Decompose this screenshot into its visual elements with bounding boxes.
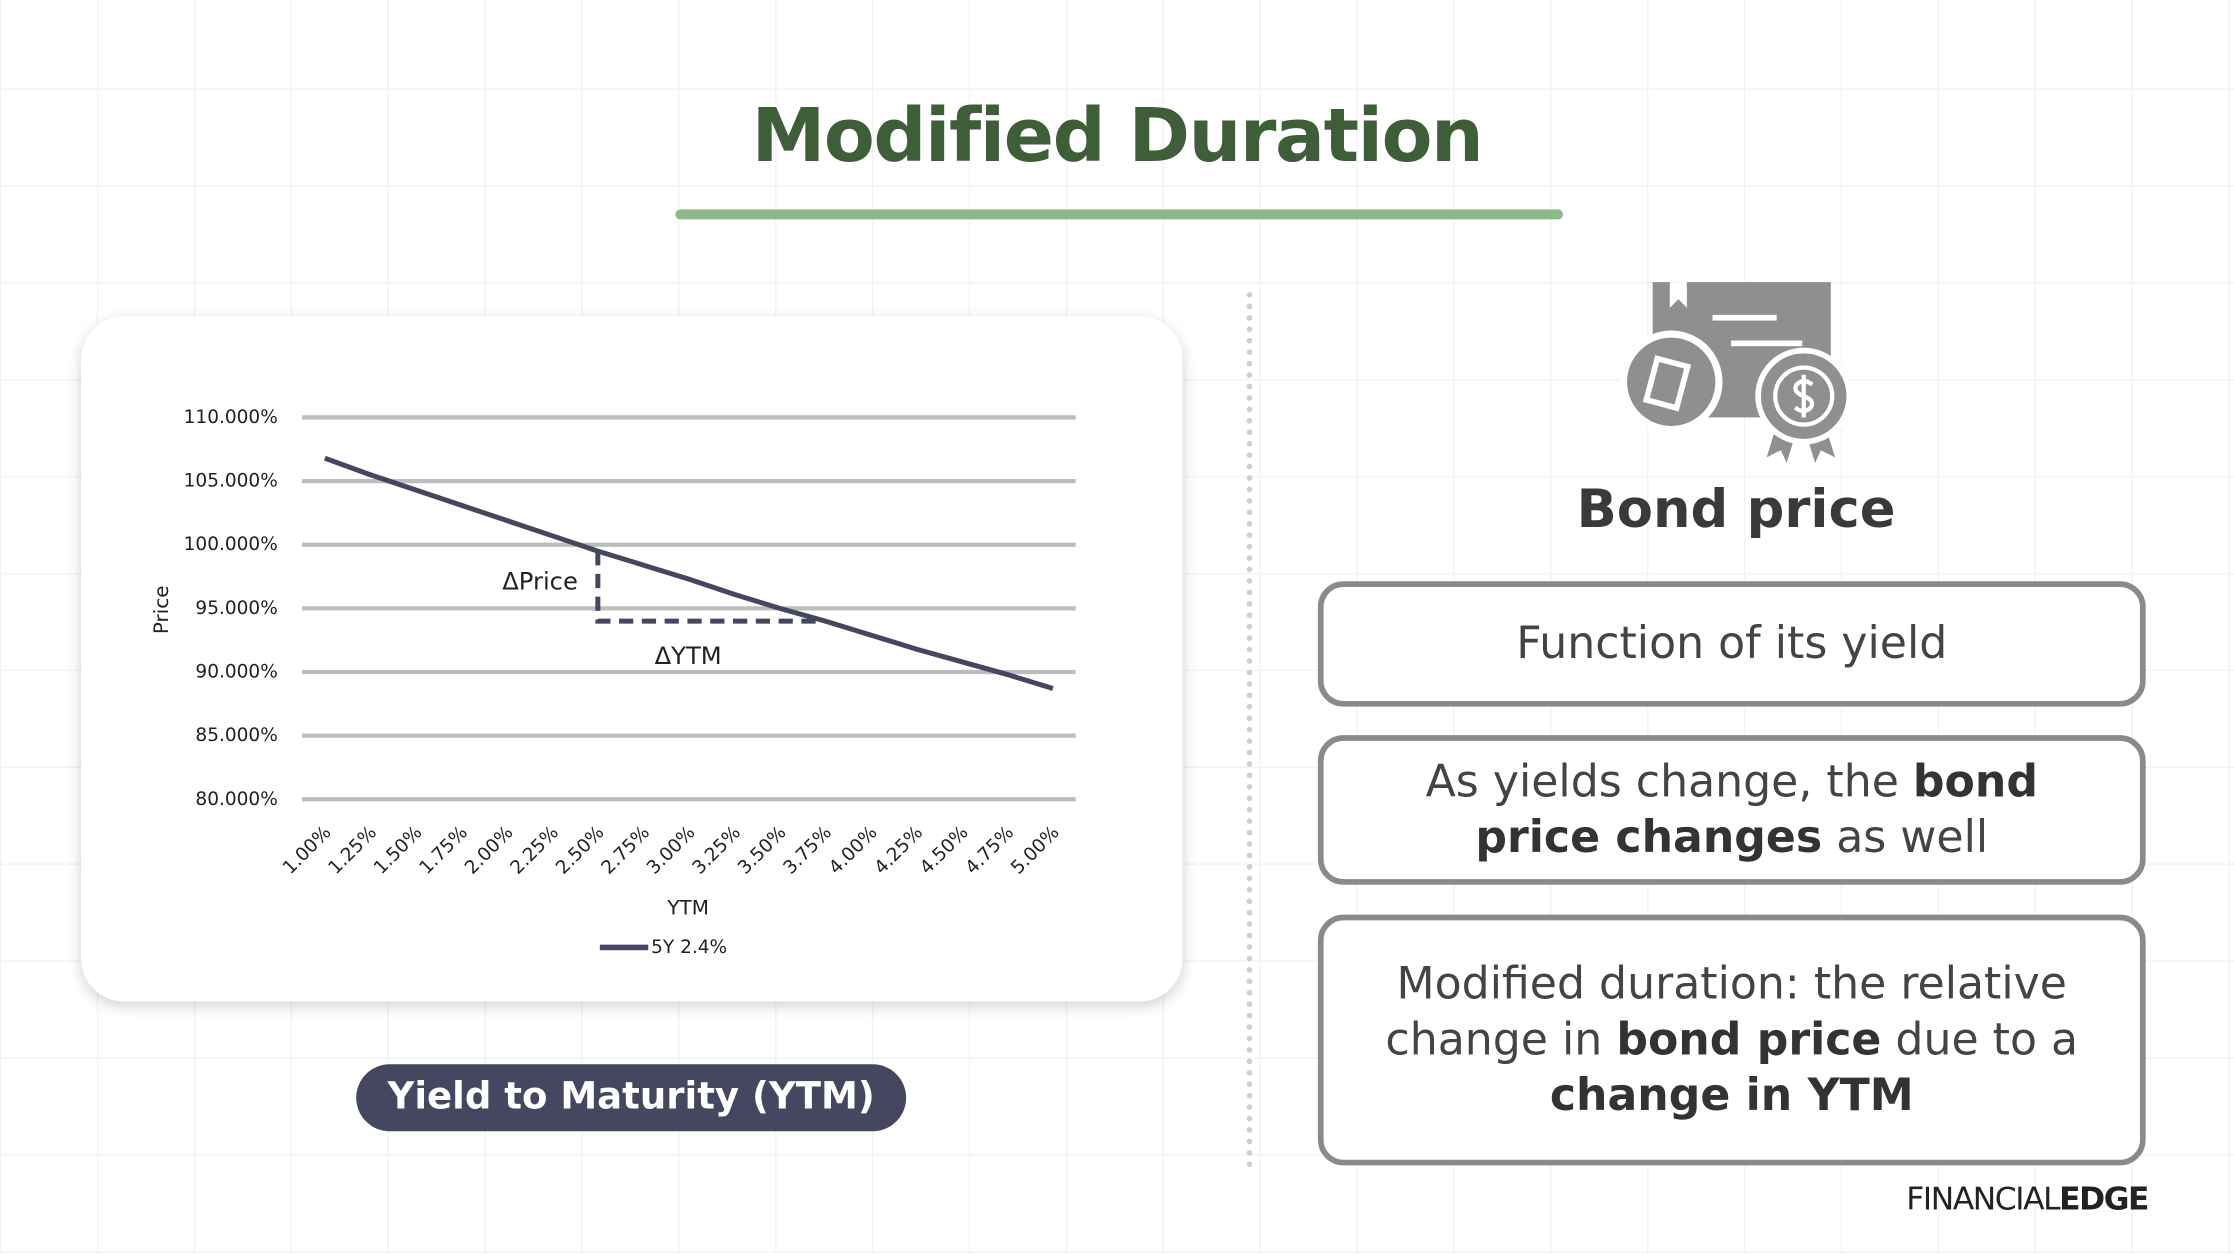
bold-text: bond price [1616, 1013, 1882, 1065]
y-tick-label: 110.000% [184, 407, 278, 428]
bold-text: bond price changes [1475, 755, 2038, 863]
chart-card [81, 316, 1183, 1002]
text: as well [1822, 811, 1989, 863]
text: due to a [1881, 1013, 2079, 1065]
x-tick-label: 4.50% [916, 822, 972, 878]
bold-text: change in YTM [1549, 1069, 1914, 1121]
x-tick-label: 1.00% [279, 822, 335, 878]
y-tick-label: 80.000% [195, 789, 277, 810]
cert-line [1712, 314, 1777, 321]
x-tick-label: 1.50% [370, 822, 426, 878]
panel-title: Bond price [1576, 478, 1896, 540]
y-tick-label: 95.000% [195, 598, 277, 619]
caption-pill: Yield to Maturity (YTM) [356, 1064, 907, 1132]
info-box: As yields change, the bond price changes… [1317, 735, 2146, 885]
y-tick-label: 105.000% [184, 471, 278, 492]
x-tick-label: 1.75% [416, 822, 472, 878]
text: As yields change, the [1425, 755, 1913, 808]
x-tick-label: 2.25% [507, 822, 563, 878]
x-tick-label: 2.75% [598, 822, 654, 878]
box-text: Modified duration: the relative change i… [1366, 957, 2097, 1124]
divider [1246, 292, 1253, 1169]
y-tick-label: 85.000% [195, 725, 277, 746]
x-tick-label: 5.00% [1007, 822, 1063, 878]
x-tick-label: 3.50% [734, 822, 790, 878]
annotation: ΔPrice [502, 568, 578, 596]
y-axis-label: Price [149, 585, 173, 634]
annotation: ΔYTM [655, 642, 722, 670]
dollar-sign [1793, 374, 1815, 418]
bookmark [1669, 282, 1687, 308]
cert-line [1731, 340, 1803, 347]
x-tick-label: 4.00% [825, 822, 881, 878]
text: Function of its yield [1516, 617, 1948, 669]
box-text: As yields change, the bond price changes… [1366, 754, 2097, 865]
y-tick-label: 90.000% [195, 662, 277, 683]
line-series [323, 455, 1054, 691]
bond-icon [1619, 282, 1853, 464]
x-tick-label: 2.00% [461, 822, 517, 878]
delta-guide [595, 551, 826, 624]
x-tick-label: 2.50% [552, 822, 608, 878]
logo: FINANCIALEDGE [1906, 1182, 2149, 1219]
seal-inner [1773, 365, 1835, 427]
x-tick-label: 3.00% [643, 822, 699, 878]
x-tick-label: 4.25% [871, 822, 927, 878]
y-tick-label: 100.000% [184, 534, 278, 555]
logo-light: FINANCIAL [1906, 1182, 2060, 1219]
slide-title: Modified Duration [751, 94, 1484, 180]
x-axis-label: YTM [666, 896, 709, 920]
box-text: Function of its yield [1516, 616, 1947, 672]
legend-label: 5Y 2.4% [651, 937, 727, 958]
title-underline [675, 209, 1563, 220]
info-box: Function of its yield [1317, 581, 2146, 707]
info-box: Modified duration: the relative change i… [1317, 914, 2146, 1166]
logo-bold: EDGE [2059, 1182, 2149, 1219]
text: Modified duration: the relative change i… [1385, 958, 2067, 1065]
cash-note-inner [1649, 362, 1685, 405]
x-tick-label: 3.75% [780, 822, 836, 878]
x-tick-label: 3.25% [689, 822, 745, 878]
x-tick-label: 4.75% [962, 822, 1018, 878]
x-tick-label: 1.25% [325, 822, 381, 878]
